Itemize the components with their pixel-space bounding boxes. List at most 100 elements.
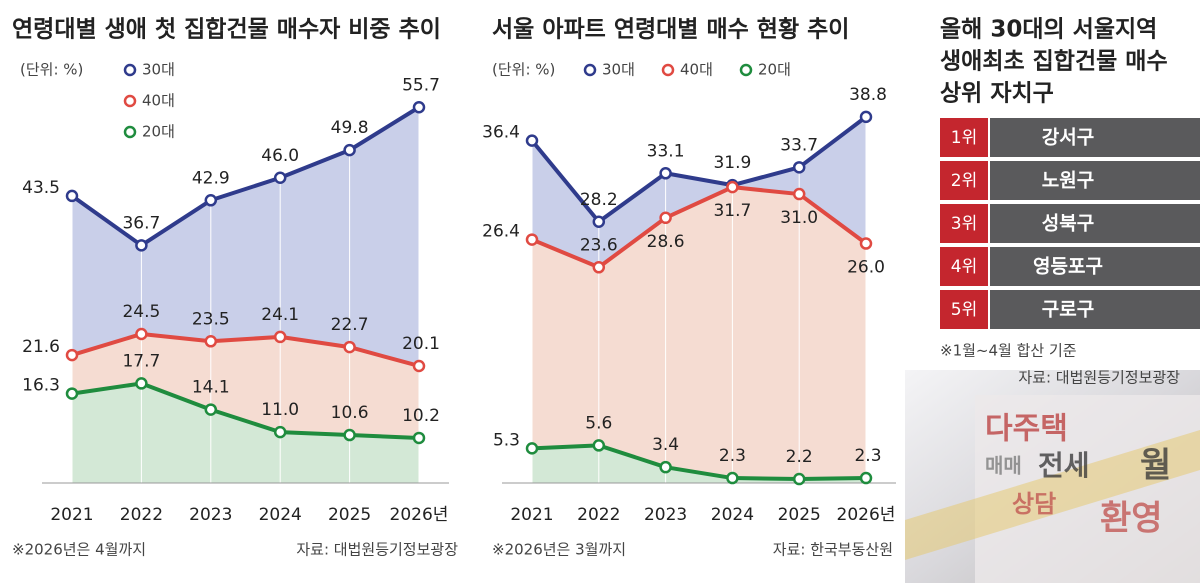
legend-label: 30대 <box>602 61 635 79</box>
chart-title: 서울 아파트 연령대별 매수 현황 추이 <box>492 17 849 43</box>
data-point <box>135 239 148 252</box>
data-label: 5.3 <box>493 430 520 450</box>
photo-sign-text: 전세 <box>1038 449 1090 482</box>
panel-title: 상위 자치구 <box>940 81 1054 107</box>
district-cell <box>990 118 1200 157</box>
data-point <box>792 161 806 174</box>
x-tick-label: 2025 <box>778 505 821 525</box>
data-label: 11.0 <box>261 400 299 420</box>
data-point <box>65 189 79 203</box>
data-label: 10.2 <box>402 406 440 426</box>
data-label: 23.5 <box>192 309 230 329</box>
legend-marker <box>583 63 597 77</box>
data-point <box>273 425 287 439</box>
series-line <box>71 332 420 368</box>
x-tick-label: 2023 <box>189 505 232 525</box>
photo-rail <box>905 430 1200 560</box>
data-point <box>135 327 148 341</box>
data-point <box>204 403 218 416</box>
data-point <box>859 471 873 485</box>
series-line <box>531 443 867 482</box>
data-label: 31.0 <box>780 208 818 228</box>
data-point <box>273 171 287 184</box>
data-label: 22.7 <box>331 315 369 335</box>
data-point <box>525 233 539 246</box>
series-line <box>531 185 868 270</box>
district-name: 구로구 <box>1042 299 1094 321</box>
series-line <box>70 105 421 248</box>
district-name: 노원구 <box>1042 170 1094 192</box>
data-point <box>859 110 873 124</box>
data-label: 2.3 <box>719 446 746 466</box>
x-tick-label: 2021 <box>50 505 93 525</box>
district-name: 영등포구 <box>1033 256 1103 278</box>
data-label: 33.7 <box>780 135 818 155</box>
series-area <box>72 383 419 483</box>
data-label: 24.5 <box>122 302 160 322</box>
chart-title: 연령대별 생애 첫 집합건물 매수자 비중 추이 <box>12 17 441 43</box>
series-line <box>71 381 420 440</box>
data-point <box>659 167 672 180</box>
data-point <box>343 428 356 442</box>
data-point <box>525 134 539 147</box>
source: 자료: 대법원등기정보광장 <box>296 541 458 559</box>
data-point <box>343 340 356 354</box>
data-point <box>135 377 148 390</box>
data-label: 28.6 <box>647 232 685 252</box>
x-tick-label: 2026년 <box>837 505 896 525</box>
data-label: 36.4 <box>482 123 520 143</box>
x-tick-label: 2024 <box>259 505 302 525</box>
data-label: 3.4 <box>652 435 679 455</box>
legend-marker <box>123 94 137 108</box>
legend-marker <box>739 63 753 77</box>
x-tick-label: 2022 <box>120 505 163 525</box>
rank-label: 3위 <box>951 214 977 234</box>
legend-marker <box>661 63 675 77</box>
data-label: 43.5 <box>22 178 60 198</box>
district-cell <box>990 247 1200 286</box>
data-label: 31.7 <box>713 201 751 221</box>
data-label: 33.1 <box>647 141 685 161</box>
data-label: 31.9 <box>713 153 751 173</box>
data-point <box>792 187 806 201</box>
x-tick-label: 2025 <box>328 505 371 525</box>
photo-sign-text: 상담 <box>1012 490 1056 518</box>
data-label: 28.2 <box>580 190 618 210</box>
data-label: 5.6 <box>585 413 612 433</box>
data-label: 14.1 <box>192 378 230 398</box>
legend-marker <box>123 63 137 77</box>
unit-label: (단위: %) <box>20 61 83 79</box>
legend-label: 40대 <box>680 61 713 79</box>
photo-sign-text: 매매 <box>985 454 1022 478</box>
data-point <box>65 387 79 400</box>
data-point <box>204 194 218 207</box>
data-label: 2.2 <box>786 447 813 467</box>
panel-source: 자료: 대법원등기정보광장 <box>1018 369 1180 387</box>
rank-badge <box>940 204 988 243</box>
rank-label: 5위 <box>951 300 977 320</box>
data-label: 42.9 <box>192 168 230 188</box>
series-area <box>532 187 866 483</box>
data-point <box>659 211 672 225</box>
photo-sign-text: 환영 <box>1100 499 1163 539</box>
series-area <box>532 445 866 483</box>
rank-label: 2위 <box>951 171 977 191</box>
data-label: 17.7 <box>122 351 160 371</box>
district-cell <box>990 161 1200 200</box>
data-label: 26.4 <box>482 222 520 242</box>
panel-note: ※1월~4월 합산 기준 <box>940 342 1077 360</box>
data-label: 10.6 <box>331 403 369 423</box>
data-label: 36.7 <box>122 213 160 233</box>
district-cell <box>990 290 1200 329</box>
data-point <box>273 330 287 344</box>
data-point <box>859 237 873 250</box>
rank-badge <box>940 290 988 329</box>
x-tick-label: 2023 <box>644 505 687 525</box>
data-label: 26.0 <box>847 258 885 278</box>
data-label: 46.0 <box>261 146 299 166</box>
district-name: 강서구 <box>1042 127 1094 149</box>
x-tick-label: 2026년 <box>390 505 449 525</box>
footnote: ※2026년은 4월까지 <box>12 541 146 559</box>
